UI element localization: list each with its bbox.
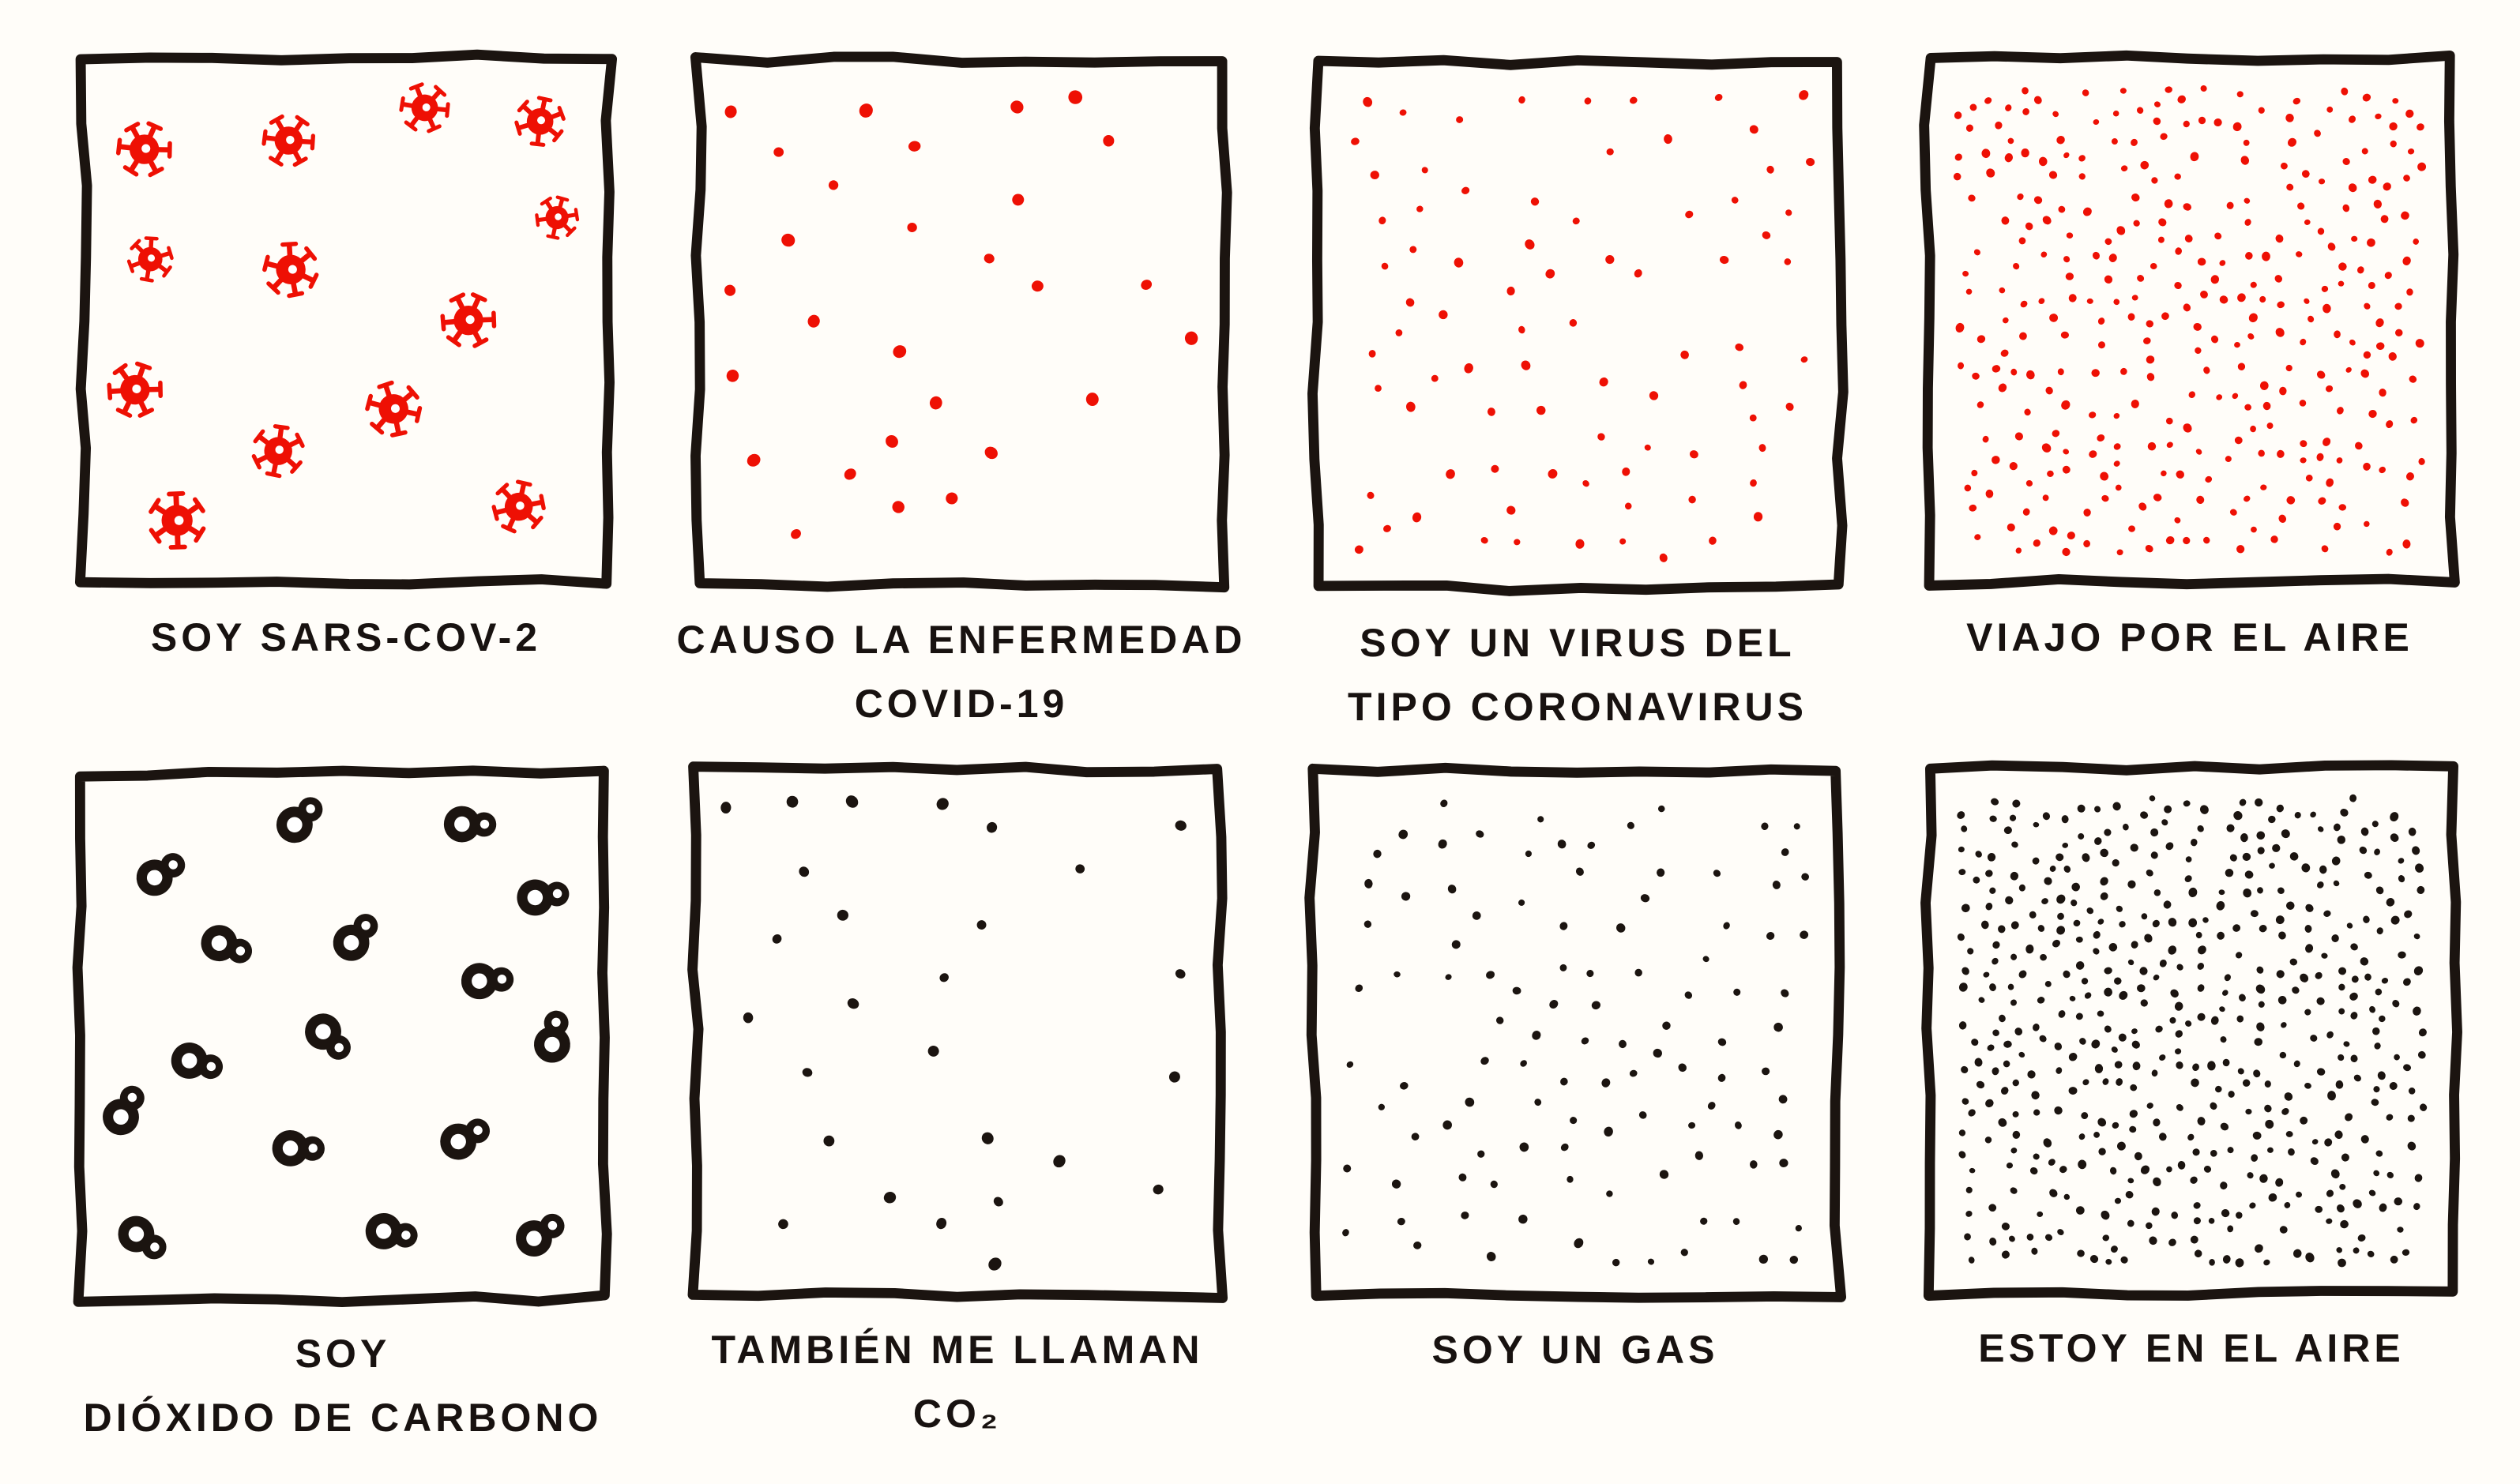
co2-molecules-drawing — [72, 765, 612, 1308]
coronavirus-particles-drawing — [74, 49, 618, 590]
black-dots-medium-drawing — [1304, 762, 1847, 1303]
red-dots-sparse-drawing — [690, 51, 1232, 593]
panel-sars-cov-2: SOY SARS-COV-2 — [73, 43, 619, 659]
panel-gas: SOY UN GAS — [1302, 756, 1849, 1372]
panel-co2: TAMBIÉN ME LLAMAN CO₂ — [684, 756, 1231, 1436]
panel-covid-19: CAUSO LA ENFERMEDAD COVID-19 — [677, 46, 1242, 726]
black-dots-sparse-drawing — [687, 761, 1228, 1303]
red-dots-dense-drawing — [1919, 50, 2460, 591]
caption-covid-19: CAUSO LA ENFERMEDAD COVID-19 — [676, 618, 1247, 726]
caption-co2: TAMBIÉN ME LLAMAN CO₂ — [711, 1328, 1204, 1436]
caption-co2-in-air: ESTOY EN EL AIRE — [1978, 1326, 2405, 1370]
panel-airborne-virus: VIAJO POR EL AIRE — [1916, 43, 2463, 659]
caption-coronavirus-type: SOY UN VIRUS DEL TIPO CORONAVIRUS — [1348, 621, 1807, 729]
caption-gas: SOY UN GAS — [1431, 1328, 1719, 1372]
caption-carbon-dioxide: SOY DIÓXIDO DE CARBONO — [83, 1332, 603, 1440]
panel-carbon-dioxide: SOY DIÓXIDO DE CARBONO — [70, 760, 616, 1440]
panel-co2-in-air: ESTOY EN EL AIRE — [1918, 754, 2465, 1370]
red-dots-medium-drawing — [1307, 54, 1849, 596]
black-dots-dense-drawing — [1920, 760, 2462, 1301]
caption-sars-cov-2: SOY SARS-COV-2 — [150, 615, 542, 659]
panel-coronavirus-type: SOY UN VIRUS DEL TIPO CORONAVIRUS — [1304, 49, 1851, 729]
caption-airborne-virus: VIAJO POR EL AIRE — [1966, 615, 2413, 659]
